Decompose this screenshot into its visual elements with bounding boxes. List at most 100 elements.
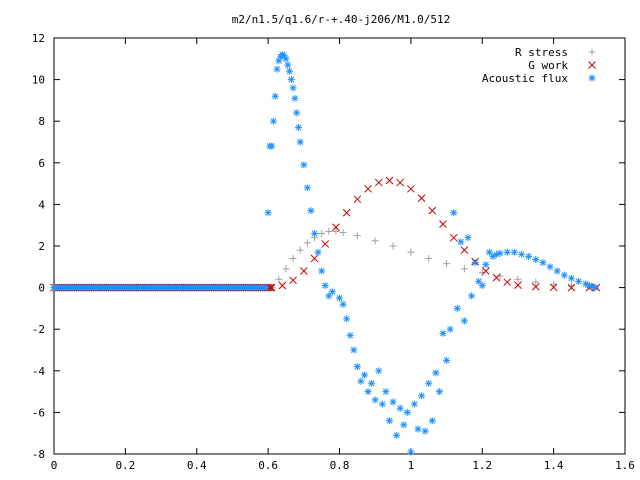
plot-border xyxy=(53,37,626,455)
data-point xyxy=(393,431,401,439)
legend-label: Acoustic flux xyxy=(482,72,568,85)
data-point xyxy=(496,249,504,257)
x-tick-label: 0.6 xyxy=(258,459,278,472)
data-point xyxy=(307,207,315,215)
data-point xyxy=(353,232,361,240)
legend-marker xyxy=(588,74,596,82)
data-point xyxy=(428,206,437,215)
data-point xyxy=(321,282,329,290)
legend-marker xyxy=(588,48,596,56)
y-tick-label: 0 xyxy=(38,282,45,295)
data-point xyxy=(407,184,415,193)
data-point xyxy=(460,317,468,325)
series-acoustic-flux xyxy=(50,51,599,456)
data-point xyxy=(299,267,308,275)
data-point xyxy=(514,281,522,289)
data-point xyxy=(311,230,319,238)
data-point xyxy=(400,421,408,429)
y-tick-label: -6 xyxy=(32,406,45,419)
data-point xyxy=(289,84,297,92)
data-point xyxy=(289,276,297,285)
legend-marker xyxy=(588,61,596,69)
data-point xyxy=(321,240,330,248)
y-axis: 12 10 8 6 4 2 0 -2 -4 -6 -8 xyxy=(32,32,625,461)
data-point xyxy=(291,94,299,102)
data-point xyxy=(525,252,533,260)
data-point xyxy=(289,254,297,262)
data-point xyxy=(343,315,351,323)
data-point xyxy=(443,356,451,364)
data-point xyxy=(414,425,422,433)
data-point xyxy=(396,178,405,187)
data-point xyxy=(591,284,599,292)
data-point xyxy=(296,246,304,254)
data-point xyxy=(353,195,362,204)
data-point xyxy=(428,417,436,425)
x-tick-label: 1.4 xyxy=(544,459,564,472)
data-point xyxy=(368,379,376,387)
data-point xyxy=(457,238,465,246)
data-point xyxy=(264,209,272,217)
data-point xyxy=(532,256,540,264)
data-point xyxy=(439,220,447,229)
y-tick-label: -4 xyxy=(32,365,46,378)
data-point xyxy=(567,283,576,292)
data-point xyxy=(271,92,279,100)
data-point xyxy=(575,277,583,285)
data-point xyxy=(449,233,458,242)
data-point xyxy=(503,278,512,287)
data-point xyxy=(318,230,326,238)
data-point xyxy=(364,388,372,396)
data-point xyxy=(421,427,429,435)
x-tick-label: 1.2 xyxy=(472,459,492,472)
data-point xyxy=(336,294,343,302)
y-tick-label: -8 xyxy=(32,448,45,461)
y-tick-label: 4 xyxy=(38,198,45,211)
data-point xyxy=(539,259,547,267)
data-point xyxy=(282,265,290,273)
data-point xyxy=(332,227,340,235)
data-point xyxy=(553,267,561,275)
data-point xyxy=(303,239,311,247)
data-point xyxy=(269,117,277,125)
data-point xyxy=(360,371,368,379)
data-point xyxy=(332,223,340,232)
data-point xyxy=(339,228,347,236)
data-point xyxy=(287,76,295,84)
data-point xyxy=(318,267,326,275)
y-tick-label: 12 xyxy=(32,32,45,45)
data-point xyxy=(417,194,426,203)
data-point xyxy=(374,178,383,187)
data-point xyxy=(432,369,440,377)
y-tick-label: 2 xyxy=(38,240,45,253)
data-point xyxy=(468,292,476,300)
data-point xyxy=(303,184,311,192)
data-point xyxy=(314,248,322,256)
data-point xyxy=(396,404,404,412)
data-point xyxy=(262,284,270,292)
x-tick-label: 0.4 xyxy=(187,459,207,472)
data-point xyxy=(503,248,511,256)
data-point xyxy=(410,400,418,408)
data-point xyxy=(478,282,486,290)
data-point xyxy=(460,246,469,255)
data-point xyxy=(328,288,336,296)
data-point xyxy=(418,392,426,400)
data-point xyxy=(481,267,490,275)
data-point xyxy=(278,281,287,290)
data-point xyxy=(284,61,292,69)
x-axis: 0 0.2 0.4 0.6 0.8 1 1.2 1.4 1.6 xyxy=(51,38,635,472)
data-point xyxy=(294,123,302,131)
data-point xyxy=(382,388,390,396)
data-point xyxy=(385,417,393,425)
data-point xyxy=(560,271,568,279)
data-point xyxy=(514,275,522,283)
series-g-work xyxy=(50,176,601,292)
data-point xyxy=(532,278,540,286)
data-point xyxy=(482,261,490,269)
data-point xyxy=(371,396,379,404)
data-point xyxy=(339,300,347,308)
data-point xyxy=(273,65,281,73)
